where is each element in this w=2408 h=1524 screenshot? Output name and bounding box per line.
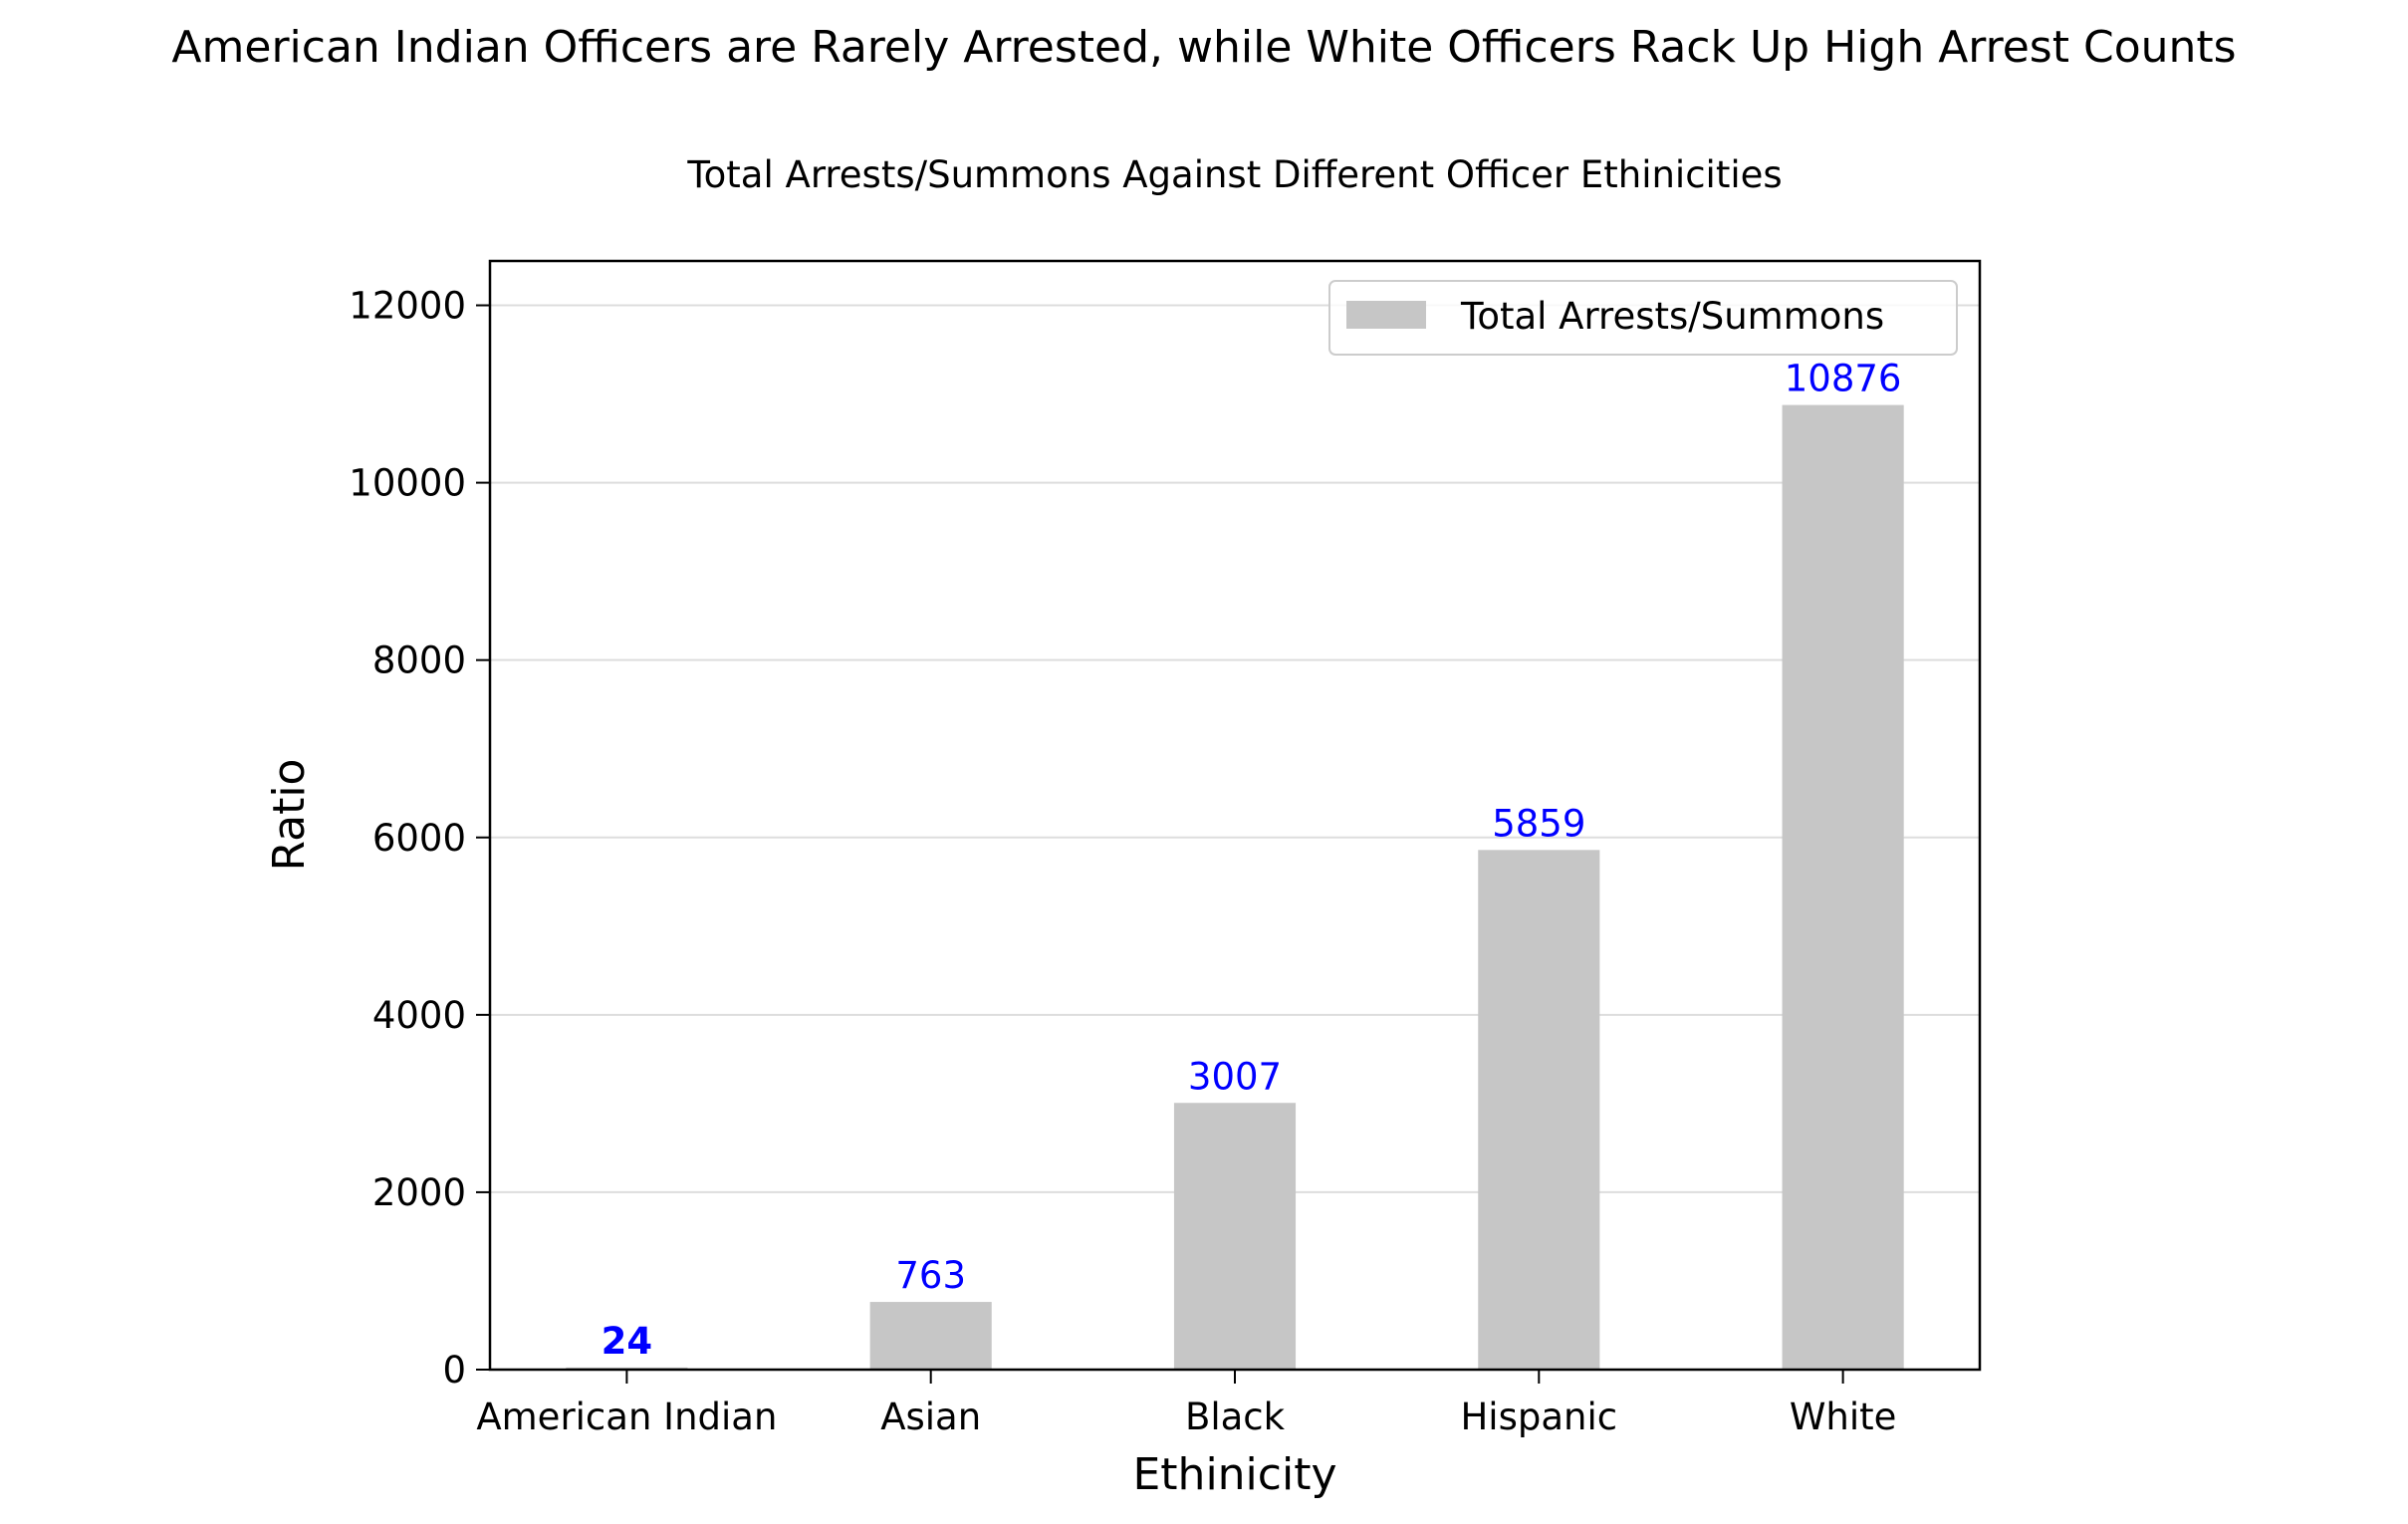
chart-title: Total Arrests/Summons Against Different … [686,153,1782,196]
x-tick-label: Asian [880,1396,981,1438]
x-axis: American Indian Asian Black Hispanic White [476,1370,1896,1438]
data-label: 10876 [1785,358,1902,400]
x-axis-label: Ethinicity [1133,1449,1337,1500]
y-axis: 0 2000 4000 6000 8000 10000 12000 [349,285,490,1392]
x-tick-label: American Indian [476,1396,777,1438]
legend-swatch [1346,301,1426,329]
y-tick-label: 4000 [372,994,466,1037]
data-label: 763 [895,1254,966,1297]
x-tick-label: Black [1185,1396,1286,1438]
data-label: 24 [602,1320,653,1363]
legend-frame [1328,280,1958,356]
y-tick-label: 10000 [349,462,466,505]
legend-label: Total Arrests/Summons [1460,295,1884,338]
bar [1782,404,1904,1370]
y-tick-label: 12000 [349,285,466,328]
x-tick-label: Hispanic [1460,1396,1617,1438]
chart-suptitle: American Indian Officers are Rarely Arre… [171,22,2236,73]
bars [566,404,1904,1370]
x-tick-label: White [1790,1396,1897,1438]
y-tick-label: 6000 [372,817,466,860]
legend: Total Arrests/Summons [1328,280,1958,356]
data-label: 5859 [1492,802,1585,845]
bar [1173,1103,1297,1370]
y-tick-label: 2000 [372,1171,466,1214]
data-labels: 24 763 3007 5859 10876 [602,358,1902,1363]
y-axis-label: Ratio [264,759,315,872]
bar [1478,850,1600,1370]
y-tick-label: 0 [442,1349,466,1392]
data-label: 3007 [1188,1055,1282,1098]
bar [869,1302,992,1370]
y-tick-label: 8000 [372,639,466,682]
